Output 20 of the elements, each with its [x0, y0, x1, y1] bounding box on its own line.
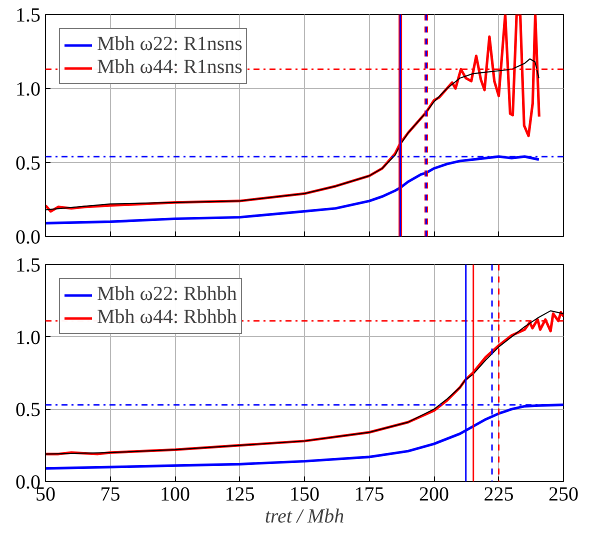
legend-label: Mbh ω22: Rbhbh [97, 283, 237, 306]
y-tick-label: 0.5 [16, 399, 40, 422]
x-tick-label: 75 [100, 484, 120, 506]
legend-label: Mbh ω44: Rbhbh [97, 306, 237, 329]
x-tick-label: 200 [419, 484, 449, 506]
legend-label: Mbh ω44: R1nsns [97, 56, 242, 79]
x-tick-label: 250 [548, 484, 578, 506]
x-tick-label: 100 [160, 484, 190, 506]
x-tick-label: 225 [484, 484, 514, 506]
x-tick-label: 175 [354, 484, 384, 506]
legend-label: Mbh ω22: R1nsns [97, 33, 242, 56]
y-tick-label: 1.5 [16, 254, 40, 276]
x-axis-title: tret / Mbh [264, 506, 344, 528]
x-tick-label: 150 [290, 484, 320, 506]
y-tick-label: 1.0 [16, 78, 40, 100]
x-tick-label: 125 [224, 484, 255, 506]
y-tick-label: 1.5 [16, 4, 40, 26]
y-tick-label: 0.0 [16, 226, 40, 248]
y-tick-label: 1.0 [16, 326, 40, 349]
y-tick-label: 0.5 [16, 152, 40, 174]
